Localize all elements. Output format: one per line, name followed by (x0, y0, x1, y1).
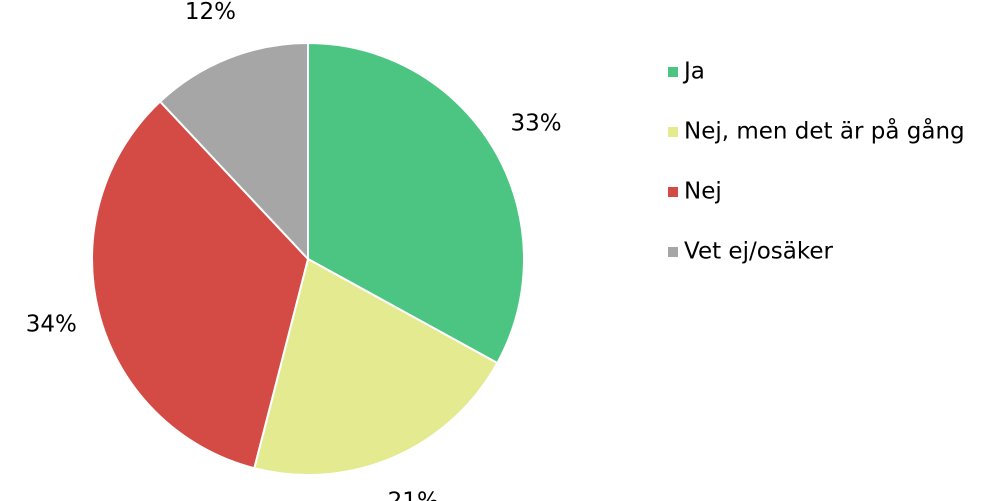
legend-swatch (668, 127, 678, 137)
pie-slice (91, 100, 310, 470)
pie-slice (253, 257, 499, 476)
legend-label: Ja (682, 59, 705, 85)
legend-swatch (668, 67, 678, 77)
data-label: 21% (388, 489, 439, 501)
legend-label: Vet ej/osäker (684, 239, 834, 265)
legend-swatch (668, 187, 678, 197)
legend-label: Nej (684, 179, 722, 205)
pie-slice (158, 41, 309, 262)
legend-swatch (668, 247, 678, 257)
pie-slice (307, 41, 525, 365)
legend-label: Nej, men det är på gång (684, 117, 965, 145)
data-label: 12% (185, 0, 236, 25)
data-label: 33% (511, 111, 562, 137)
data-label: 34% (26, 311, 77, 337)
